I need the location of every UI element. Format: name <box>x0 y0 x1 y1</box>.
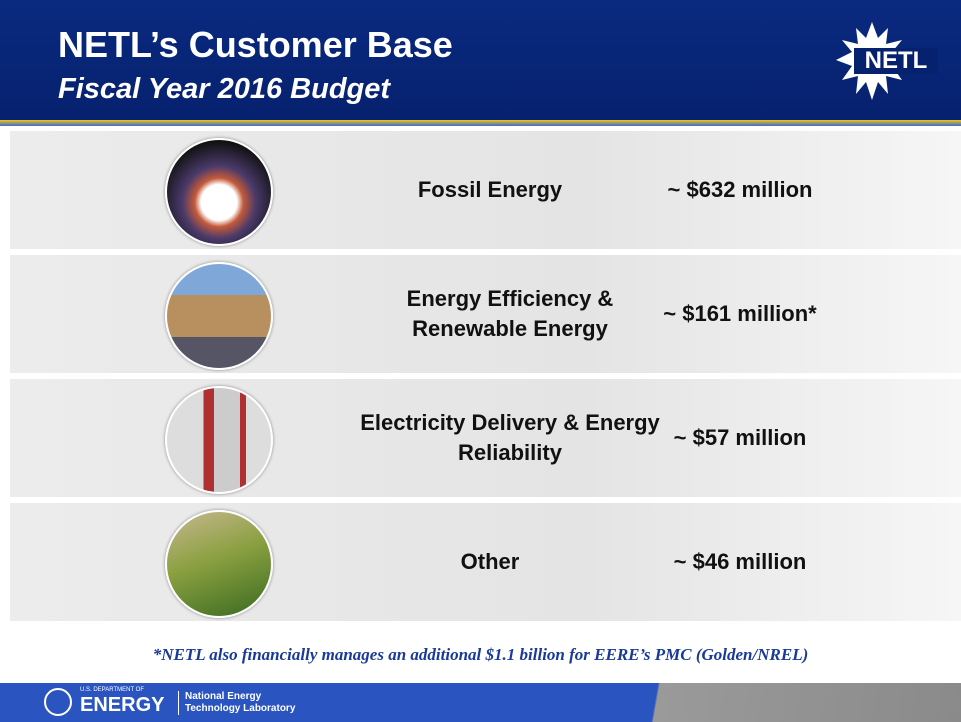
title: NETL’s Customer Base <box>58 24 453 66</box>
budget-row: Fossil Energy ~ $632 million <box>10 131 961 249</box>
header-rule <box>0 120 961 126</box>
budget-row: Energy Efficiency & Renewable Energy ~ $… <box>10 255 961 373</box>
doe-seal <box>44 688 72 716</box>
energy-text: ENERGY <box>80 694 164 717</box>
icon <box>165 386 273 494</box>
slide: NETL’s Customer Base Fiscal Year 2016 Bu… <box>0 0 961 722</box>
row-label: Energy Efficiency & Renewable Energy <box>340 255 680 373</box>
footer-band: U.S. DEPARTMENT OF ENERGY National Energ… <box>0 683 961 722</box>
header-band: NETL’s Customer Base Fiscal Year 2016 Bu… <box>0 0 961 120</box>
row-label: Other <box>340 503 640 621</box>
row-amount: ~ $46 million <box>640 503 840 621</box>
lab-name: National Energy Technology Laboratory <box>178 691 295 715</box>
icon <box>165 138 273 246</box>
logo: NETL <box>832 20 942 102</box>
budget-row: Electricity Delivery & Energy Reliabilit… <box>10 379 961 497</box>
row-label: Electricity Delivery & Energy Reliabilit… <box>340 379 680 497</box>
icon <box>165 510 273 618</box>
icon <box>165 262 273 370</box>
department-text: U.S. DEPARTMENT OF <box>80 687 144 693</box>
subtitle: Fiscal Year 2016 Budget <box>58 73 390 106</box>
row-amount: ~ $57 million <box>640 379 840 497</box>
lab-line: National Energy <box>185 691 295 703</box>
logo-text: NETL <box>865 47 928 74</box>
row-amount: ~ $632 million <box>640 131 840 249</box>
row-amount: ~ $161 million* <box>640 255 840 373</box>
footnote: *NETL also financially manages an additi… <box>0 645 961 665</box>
row-label: Fossil Energy <box>340 131 640 249</box>
budget-row: Other ~ $46 million <box>10 503 961 621</box>
lab-line: Technology Laboratory <box>185 703 295 715</box>
